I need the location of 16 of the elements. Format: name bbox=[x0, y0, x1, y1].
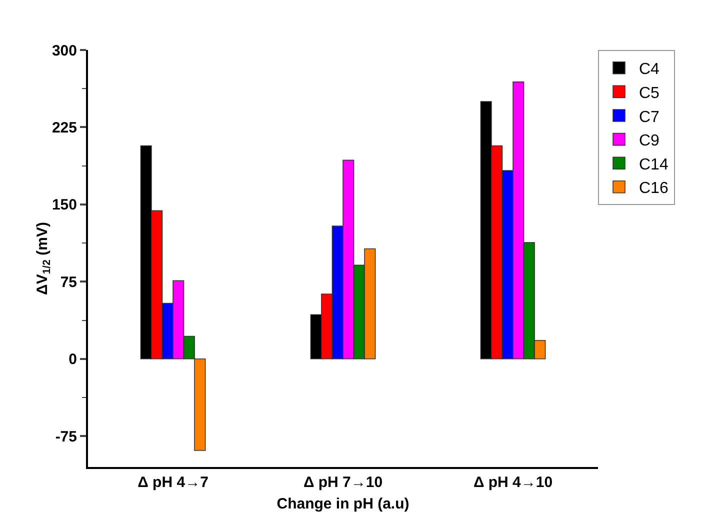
x-axis-title: Change in pH (a.u) bbox=[276, 496, 410, 512]
legend-label: C4 bbox=[639, 61, 660, 78]
y-tick-label: 300 bbox=[52, 42, 77, 60]
legend-label: C16 bbox=[639, 180, 668, 198]
x-tick-label: Δ pH 4→7 bbox=[138, 474, 208, 491]
x-tick-label: Δ pH 7→10 bbox=[303, 474, 383, 491]
legend-label: C14 bbox=[639, 156, 668, 174]
legend-label: C5 bbox=[639, 84, 660, 102]
y-tick-label: 225 bbox=[52, 119, 77, 136]
x-tick-label: Δ pH 4→10 bbox=[473, 474, 553, 491]
legend-label: C9 bbox=[639, 132, 660, 150]
y-tick-label: 75 bbox=[60, 274, 77, 291]
legend-label: C7 bbox=[639, 108, 660, 126]
y-tick-label: 150 bbox=[52, 196, 77, 214]
y-tick-label: 0 bbox=[68, 351, 77, 368]
y-tick-label: -75 bbox=[55, 428, 77, 446]
